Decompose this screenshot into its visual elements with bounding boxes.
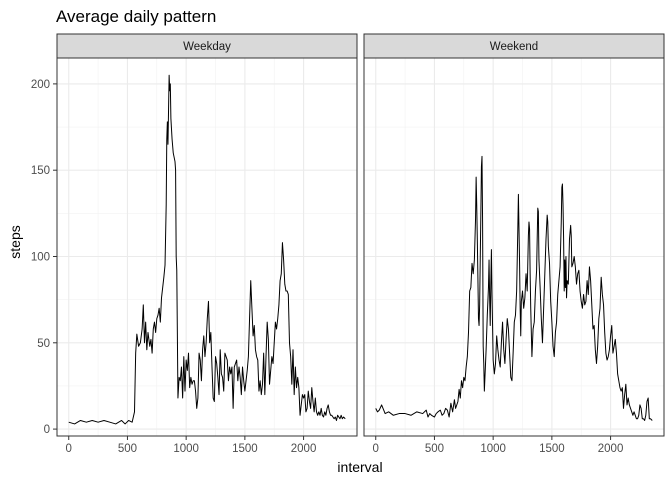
panel-weekday: Weekday 0 500 1000 1500 2000 (56, 33, 358, 455)
chart-title: Average daily pattern (56, 7, 216, 26)
x-tick-label: 1000 (480, 443, 506, 455)
series-line-weekend (375, 155, 653, 421)
y-tick-label: 200 (31, 79, 50, 91)
x-tick-label: 0 (66, 443, 72, 455)
facet-strip-label: Weekday (183, 41, 231, 53)
y-tick-label: 150 (31, 165, 50, 177)
y-tick-label: 50 (37, 338, 50, 350)
y-tick-label: 100 (31, 251, 50, 263)
series-line-weekday (68, 74, 346, 425)
x-tick-label: 0 (373, 443, 379, 455)
y-axis-title: steps (7, 225, 23, 258)
y-axis: 0 50 100 150 200 (31, 79, 57, 436)
panel-border (56, 57, 358, 437)
panel-background (364, 58, 664, 436)
x-tick-label: 2000 (291, 443, 317, 455)
facet-strip-label: Weekend (490, 41, 538, 53)
x-tick-label: 500 (118, 443, 137, 455)
panel-border (363, 57, 665, 437)
x-tick-label: 1500 (232, 443, 258, 455)
x-tick-label: 2000 (598, 443, 624, 455)
facet-strip (56, 33, 358, 59)
facet-strip (363, 33, 665, 59)
x-tick-label: 500 (425, 443, 444, 455)
x-axis-title: interval (337, 459, 382, 475)
x-tick-label: 1000 (173, 443, 199, 455)
panel-background (57, 58, 357, 436)
y-tick-label: 0 (44, 424, 50, 436)
x-tick-label: 1500 (539, 443, 565, 455)
panel-weekend: Weekend 0 500 1000 1500 2000 (363, 33, 665, 455)
